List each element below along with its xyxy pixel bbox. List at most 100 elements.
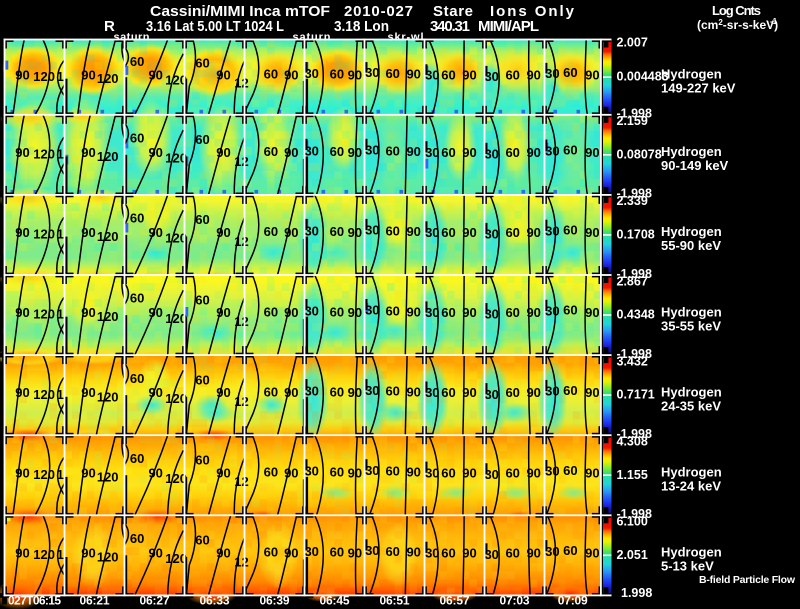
svg-text:90: 90 (348, 145, 362, 160)
svg-text:90: 90 (526, 67, 540, 82)
svg-text:60: 60 (130, 291, 144, 306)
svg-text:-1.998: -1.998 (617, 507, 652, 521)
svg-text:30: 30 (484, 547, 498, 562)
svg-text:90: 90 (81, 305, 95, 320)
svg-text:90: 90 (216, 67, 230, 82)
svg-text:30: 30 (365, 303, 379, 318)
svg-text:60: 60 (441, 385, 455, 400)
svg-text:120: 120 (33, 467, 55, 482)
svg-text:06:57: 06:57 (440, 594, 470, 608)
svg-text:90: 90 (348, 465, 362, 480)
svg-text:1: 1 (57, 307, 64, 322)
svg-text:06:33: 06:33 (200, 594, 230, 608)
svg-text:60: 60 (130, 531, 144, 546)
svg-text:30: 30 (545, 223, 559, 238)
svg-text:90: 90 (15, 305, 29, 320)
svg-text:3.432: 3.432 (617, 354, 648, 368)
svg-text:90: 90 (148, 385, 162, 400)
svg-text:90: 90 (81, 225, 95, 240)
svg-text:90: 90 (462, 385, 476, 400)
svg-text:60: 60 (195, 55, 209, 70)
svg-text:120: 120 (97, 389, 119, 404)
svg-text:60: 60 (385, 544, 399, 559)
svg-text:24-35 keV: 24-35 keV (661, 398, 721, 413)
svg-text:30: 30 (425, 385, 439, 400)
svg-text:12: 12 (234, 234, 248, 249)
svg-text:Hydrogen: Hydrogen (661, 464, 722, 479)
svg-text:90: 90 (406, 384, 420, 399)
svg-text:60: 60 (330, 144, 344, 159)
svg-text:2.051: 2.051 (617, 548, 648, 562)
svg-text:0.004483: 0.004483 (617, 70, 669, 84)
svg-text:Hydrogen: Hydrogen (661, 224, 722, 239)
svg-text:90: 90 (406, 144, 420, 159)
svg-text:13-24 keV: 13-24 keV (661, 478, 721, 493)
svg-text:90: 90 (348, 305, 362, 320)
svg-text:Ions Only: Ions Only (490, 3, 575, 20)
svg-text:90: 90 (585, 225, 599, 240)
svg-text:60: 60 (330, 545, 344, 560)
svg-text:60: 60 (385, 66, 399, 81)
svg-text:60: 60 (195, 212, 209, 227)
svg-text:06:27: 06:27 (140, 594, 170, 608)
svg-text:120: 120 (33, 307, 55, 322)
svg-text:90: 90 (148, 305, 162, 320)
svg-text:60: 60 (505, 305, 519, 320)
svg-text:90: 90 (15, 67, 29, 82)
svg-text:6.100: 6.100 (617, 515, 648, 529)
svg-text:120: 120 (33, 147, 55, 162)
svg-text:30: 30 (484, 69, 498, 84)
svg-text:2010-027: 2010-027 (344, 3, 413, 20)
svg-text:60: 60 (563, 383, 577, 398)
svg-text:60: 60 (130, 371, 144, 386)
svg-text:60: 60 (505, 145, 519, 160)
svg-text:4.308: 4.308 (617, 435, 648, 449)
svg-text:2.159: 2.159 (617, 114, 648, 128)
svg-text:90: 90 (148, 465, 162, 480)
svg-text:60: 60 (505, 67, 519, 82)
svg-text:90: 90 (462, 465, 476, 480)
svg-text:1: 1 (57, 69, 64, 84)
svg-text:30: 30 (304, 304, 318, 319)
svg-text:Hydrogen: Hydrogen (661, 144, 722, 159)
svg-text:90: 90 (585, 545, 599, 560)
svg-text:12: 12 (234, 154, 248, 169)
svg-text:90: 90 (216, 225, 230, 240)
svg-text:saturn: saturn (293, 32, 331, 44)
svg-text:12: 12 (234, 314, 248, 329)
svg-text:90: 90 (81, 67, 95, 82)
svg-text:Log Cnts: Log Cnts (712, 3, 761, 18)
svg-text:90: 90 (15, 145, 29, 160)
svg-text:60: 60 (130, 211, 144, 226)
svg-text:5-13 keV: 5-13 keV (661, 559, 714, 574)
svg-text:30: 30 (484, 147, 498, 162)
svg-text:120: 120 (97, 71, 119, 86)
svg-text:30: 30 (545, 143, 559, 158)
svg-text:-1: -1 (770, 17, 778, 26)
svg-text:120: 120 (33, 547, 55, 562)
svg-text:60: 60 (264, 384, 278, 399)
svg-text:30: 30 (365, 65, 379, 80)
svg-text:60: 60 (330, 304, 344, 319)
svg-text:Hydrogen: Hydrogen (661, 304, 722, 319)
svg-text:60: 60 (441, 305, 455, 320)
svg-text:90: 90 (15, 545, 29, 560)
svg-text:120: 120 (165, 471, 187, 486)
svg-text:1.155: 1.155 (617, 468, 648, 482)
svg-text:90: 90 (462, 305, 476, 320)
svg-text:90: 90 (406, 67, 420, 82)
svg-text:07:09: 07:09 (558, 594, 588, 608)
svg-text:3.16 Lat 5.00 LT 1024 L: 3.16 Lat 5.00 LT 1024 L (146, 18, 284, 35)
svg-text:0.7171: 0.7171 (617, 388, 655, 402)
svg-text:30: 30 (304, 384, 318, 399)
svg-text:90: 90 (15, 465, 29, 480)
svg-text:60: 60 (505, 545, 519, 560)
svg-text:120: 120 (165, 151, 187, 166)
svg-text:30: 30 (304, 66, 318, 81)
svg-text:30: 30 (425, 67, 439, 82)
svg-text:90: 90 (284, 67, 298, 82)
svg-text:120: 120 (33, 69, 55, 84)
svg-text:120: 120 (165, 231, 187, 246)
svg-text:90: 90 (148, 67, 162, 82)
svg-text:60: 60 (264, 144, 278, 159)
